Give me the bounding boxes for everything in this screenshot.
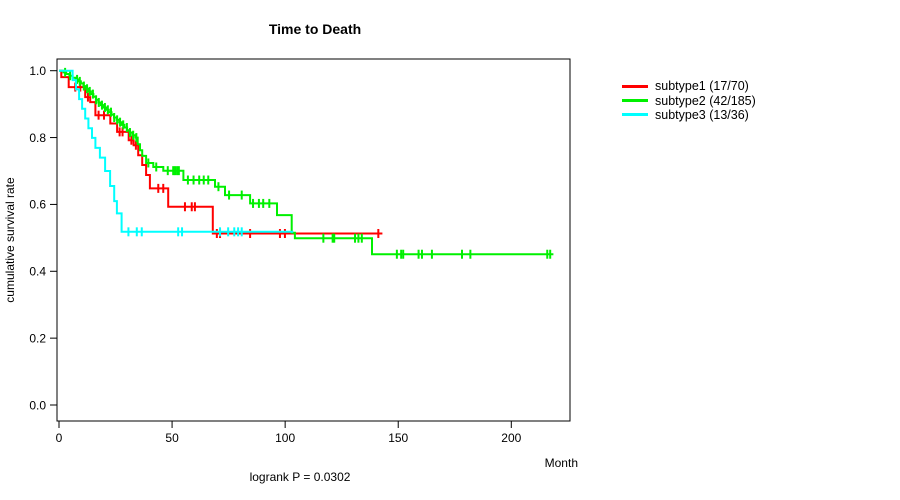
- y-axis-label: cumulative survival rate: [3, 177, 17, 303]
- legend-label-subtype1: subtype1 (17/70): [655, 79, 749, 94]
- series-1-group: [59, 69, 383, 239]
- x-axis-label: Month: [545, 456, 578, 470]
- plot-box: [56, 58, 571, 422]
- y-tick-label: 0.4: [29, 265, 46, 279]
- series-3-group: [59, 69, 294, 237]
- legend-item-subtype2: subtype2 (42/185): [622, 93, 756, 108]
- legend-item-subtype1: subtype1 (17/70): [622, 79, 756, 93]
- y-tick-label: 1.0: [29, 64, 46, 78]
- x-tick-label: 150: [388, 431, 408, 445]
- x-tick-label: 50: [165, 431, 179, 445]
- y-tick-label: 0.0: [29, 398, 46, 412]
- series-layer: [59, 67, 554, 259]
- y-axis: 0.0 0.2 0.4 0.6 0.8 1.0: [29, 64, 57, 412]
- legend-line-subtype2: [622, 99, 648, 103]
- x-tick-label: 100: [275, 431, 295, 445]
- y-tick-label: 0.6: [29, 198, 46, 212]
- x-axis: 0 50 100 150 200: [56, 421, 522, 445]
- legend-item-subtype3: subtype3 (13/36): [622, 108, 756, 122]
- series-2-curve: [59, 69, 554, 256]
- legend-label-subtype3: subtype3 (13/36): [655, 107, 749, 122]
- logrank-annotation: logrank P = 0.0302: [250, 470, 351, 484]
- legend-label-subtype2: subtype2 (42/185): [655, 93, 756, 108]
- legend: subtype1 (17/70) subtype2 (42/185) subty…: [622, 79, 756, 122]
- x-tick-label: 0: [56, 431, 63, 445]
- y-tick-label: 0.8: [29, 131, 46, 145]
- series-2-censor-marks: [64, 67, 552, 259]
- legend-line-subtype3: [622, 113, 648, 117]
- series-1-curve: [59, 69, 383, 235]
- x-tick-label: 200: [501, 431, 521, 445]
- series-2-group: [59, 67, 554, 259]
- legend-line-subtype1: [622, 84, 648, 88]
- series-3-censor-marks: [127, 227, 243, 237]
- series-3-curve: [59, 69, 294, 233]
- y-tick-label: 0.2: [29, 331, 46, 345]
- chart-title: Time to Death: [269, 21, 361, 37]
